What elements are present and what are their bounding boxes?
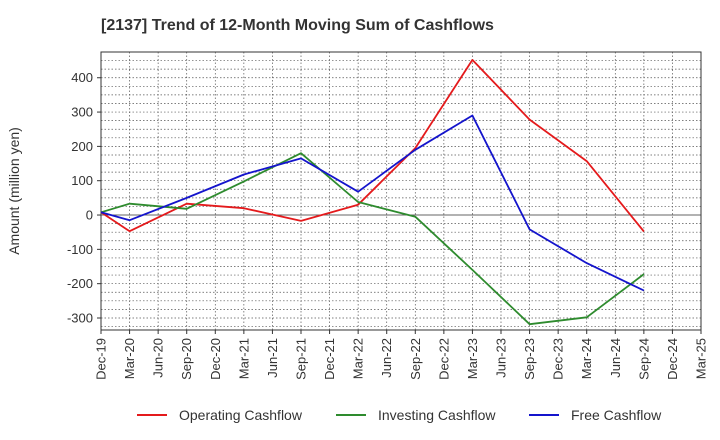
y-tick-label: 400 xyxy=(71,70,93,85)
y-tick-label: 200 xyxy=(71,139,93,154)
y-axis-label: Amount (million yen) xyxy=(6,127,22,255)
x-tick-label: Dec-24 xyxy=(665,338,680,380)
legend-label-2: Free Cashflow xyxy=(571,407,662,423)
series-line-investing-cashflow xyxy=(100,152,645,326)
x-tick-label: Jun-24 xyxy=(608,338,623,378)
x-tick-label: Sep-24 xyxy=(636,338,651,380)
x-tick-label: Dec-20 xyxy=(208,338,223,380)
legend-label-1: Investing Cashflow xyxy=(378,407,496,423)
legend: Operating Cashflow Investing Cashflow Free… xyxy=(137,407,662,423)
legend-label-0: Operating Cashflow xyxy=(179,407,303,423)
y-tick-label: -100 xyxy=(67,242,93,257)
y-tick-label: -200 xyxy=(67,276,93,291)
x-tick-label: Mar-24 xyxy=(579,338,594,379)
y-tick-label: 300 xyxy=(71,105,93,120)
x-tick-label: Jun-23 xyxy=(494,338,509,378)
x-tick-label: Mar-20 xyxy=(122,338,137,379)
x-tick-label: Dec-22 xyxy=(436,338,451,380)
x-tick-label: Jun-21 xyxy=(265,338,280,378)
x-tick-label: Sep-23 xyxy=(522,338,537,380)
x-tick-label: Sep-20 xyxy=(179,338,194,380)
x-tick-label: Sep-21 xyxy=(294,338,309,380)
y-tick-label: 0 xyxy=(86,208,93,223)
x-tick-label: Dec-19 xyxy=(94,338,109,380)
x-tick-label: Dec-21 xyxy=(322,338,337,380)
x-tick-label: Sep-22 xyxy=(408,338,423,380)
grid-layer xyxy=(100,51,702,330)
x-tick-label: Mar-21 xyxy=(236,338,251,379)
x-tick-label: Mar-23 xyxy=(465,338,480,379)
chart-title: [2137] Trend of 12-Month Moving Sum of C… xyxy=(101,17,494,34)
y-tick-label: -300 xyxy=(67,310,93,325)
y-tick-label: 100 xyxy=(71,173,93,188)
x-tick-label: Mar-25 xyxy=(694,338,709,379)
x-tick-label: Dec-23 xyxy=(551,338,566,380)
x-tick-label: Mar-22 xyxy=(351,338,366,379)
x-tick-label: Jun-22 xyxy=(379,338,394,378)
plot-frame xyxy=(100,51,702,331)
series-layer xyxy=(100,59,645,326)
series-line-free-cashflow xyxy=(100,114,645,292)
x-tick-label: Jun-20 xyxy=(151,338,166,378)
